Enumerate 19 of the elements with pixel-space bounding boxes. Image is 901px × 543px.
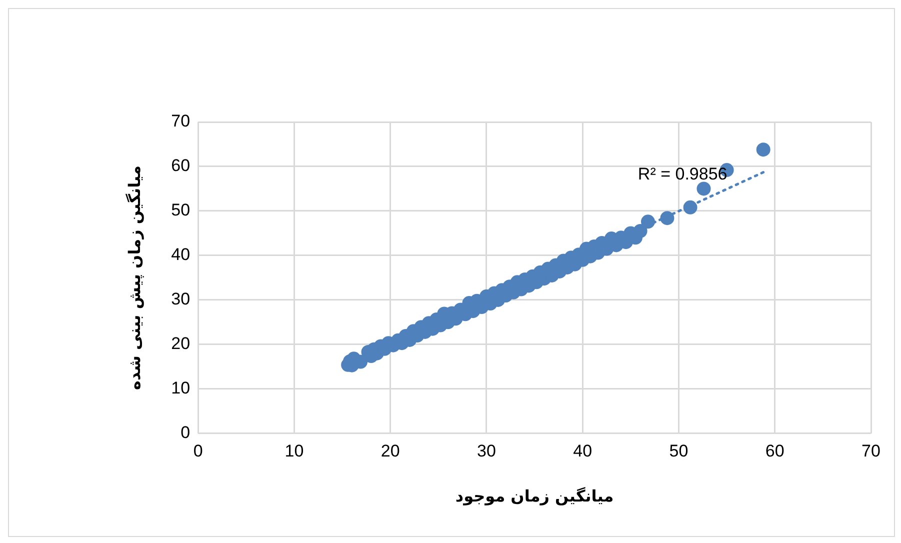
x-tick-label: 60: [765, 441, 784, 460]
y-tick-label: 10: [171, 378, 190, 398]
y-tick-label: 50: [171, 200, 190, 220]
y-tick-label: 30: [171, 290, 190, 309]
y-tick-label: 60: [171, 156, 190, 176]
y-tick-label: 0: [180, 423, 190, 442]
y-tick-label: 40: [171, 245, 190, 264]
x-axis-title: میانگین زمان موجود: [455, 486, 614, 506]
x-tick-label: 20: [380, 441, 400, 460]
x-tick-label: 70: [862, 441, 880, 460]
y-axis-title: میانگین زمان پیش بینی شده: [124, 165, 144, 390]
y-tick-label: 20: [171, 334, 190, 354]
y-tick-label: 70: [171, 112, 190, 131]
annotation: R² = 0.9856: [638, 164, 728, 184]
x-tick-label: 30: [477, 441, 496, 460]
x-tick-label: 0: [193, 441, 203, 460]
x-tick-label: 50: [669, 441, 688, 460]
x-tick-label: 10: [284, 441, 304, 460]
x-tick-label: 40: [573, 441, 592, 460]
